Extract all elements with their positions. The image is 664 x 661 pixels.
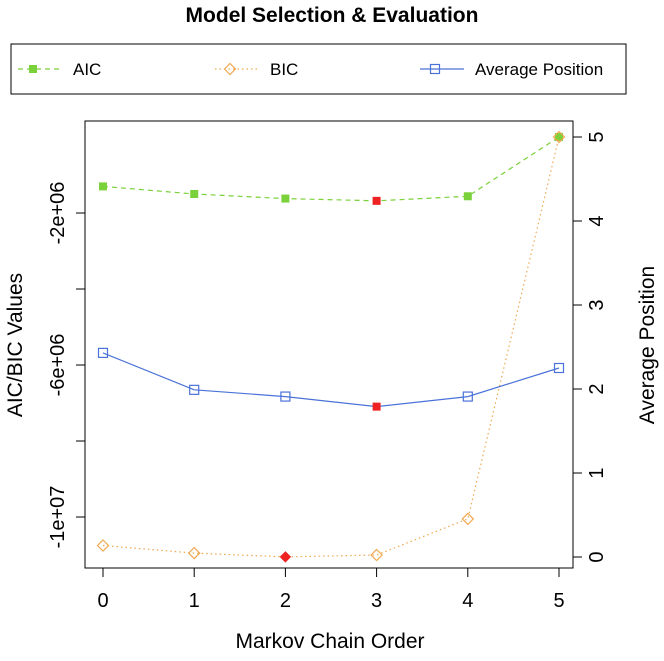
data-point-1-1 bbox=[187, 546, 201, 560]
legend-label-0: AIC bbox=[73, 60, 101, 79]
highlight-point-0-3 bbox=[372, 196, 381, 205]
x-tick-label-4: 4 bbox=[462, 590, 473, 612]
data-point-1-3 bbox=[370, 548, 383, 562]
series-line-2 bbox=[102, 352, 560, 408]
legend-items: AIC BIC Average Position bbox=[18, 60, 603, 79]
right-y-axis: 0 1 2 3 4 5 bbox=[572, 131, 608, 563]
plot-area bbox=[84, 120, 574, 569]
highlight-point-1-2 bbox=[279, 551, 292, 563]
series-line-1 bbox=[102, 136, 560, 558]
left-tick-label-2: -1e+07 bbox=[47, 486, 69, 549]
data-point-2-4 bbox=[462, 391, 473, 402]
highlight-point-2-3 bbox=[372, 402, 381, 411]
legend-marker-2 bbox=[429, 63, 441, 75]
data-point-0-2 bbox=[281, 194, 290, 203]
chart-title: Model Selection & Evaluation bbox=[186, 4, 479, 27]
series-layer bbox=[96, 130, 566, 563]
data-point-2-0 bbox=[97, 347, 109, 358]
data-point-1-5 bbox=[552, 130, 566, 144]
right-tick-label-2: 2 bbox=[586, 383, 608, 394]
data-point-0-4 bbox=[463, 192, 472, 201]
data-point-1-4 bbox=[461, 512, 475, 526]
x-tick-label-2: 2 bbox=[280, 590, 291, 612]
x-tick-label-1: 1 bbox=[189, 590, 200, 612]
data-point-2-1 bbox=[189, 384, 200, 395]
right-tick-label-0: 0 bbox=[586, 551, 608, 562]
data-point-0-5 bbox=[555, 133, 563, 141]
legend-marker-1 bbox=[223, 62, 237, 76]
left-tick-label-0: -2e+06 bbox=[47, 182, 69, 245]
legend-box bbox=[10, 43, 627, 95]
x-tick-label-5: 5 bbox=[553, 590, 564, 612]
data-point-1-0 bbox=[96, 539, 110, 552]
right-tick-label-5: 5 bbox=[586, 131, 608, 142]
right-tick-label-4: 4 bbox=[586, 215, 608, 226]
legend-label-1: BIC bbox=[270, 60, 298, 79]
right-tick-label-3: 3 bbox=[586, 299, 608, 310]
data-point-0-1 bbox=[190, 190, 199, 198]
right-y-axis-title: Average Position bbox=[636, 266, 659, 424]
left-y-axis: -2e+06 -6e+06 -1e+07 bbox=[47, 182, 86, 549]
legend-label-2: Average Position bbox=[475, 60, 603, 79]
left-y-axis-title: AIC/BIC Values bbox=[4, 273, 27, 417]
x-tick-label-0: 0 bbox=[97, 590, 108, 612]
x-axis-title: Markov Chain Order bbox=[235, 630, 424, 653]
data-point-2-2 bbox=[280, 391, 291, 402]
left-tick-label-1: -6e+06 bbox=[47, 334, 69, 397]
legend: AIC BIC Average Position bbox=[10, 43, 627, 95]
right-tick-label-1: 1 bbox=[586, 467, 608, 478]
series-line-0 bbox=[102, 136, 560, 202]
x-tick-label-3: 3 bbox=[371, 590, 382, 612]
data-point-2-5 bbox=[553, 362, 565, 374]
data-point-0-0 bbox=[99, 182, 107, 191]
x-axis: 0 1 2 3 4 5 bbox=[97, 567, 565, 612]
plot-frame bbox=[84, 120, 574, 569]
legend-marker-0 bbox=[29, 65, 37, 73]
